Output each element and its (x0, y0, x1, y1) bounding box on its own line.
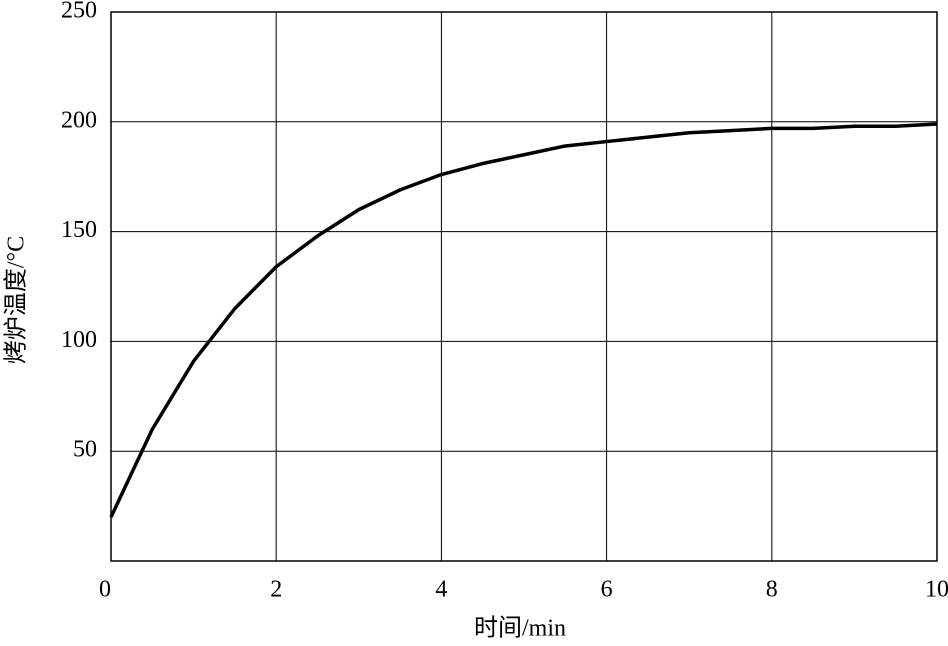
y-tick-label: 100 (61, 327, 97, 353)
y-tick-label: 250 (61, 0, 97, 24)
y-tick-label: 150 (61, 217, 97, 243)
x-tick-label: 8 (766, 577, 778, 603)
plot-frame (110, 11, 938, 562)
y-tick-label: 50 (73, 437, 97, 463)
x-axis-label: 时间/min (474, 615, 566, 642)
y-axis-label: 烤炉温度/°C (3, 236, 30, 364)
x-tick-label: 2 (270, 577, 282, 603)
x-tick-label: 6 (601, 577, 613, 603)
y-tick-label: 200 (61, 107, 97, 133)
x-tick-label: 10 (925, 577, 948, 603)
data-line (109, 122, 938, 518)
x-tick-label: 4 (435, 577, 447, 603)
x-tick-label: 0 (99, 577, 111, 603)
